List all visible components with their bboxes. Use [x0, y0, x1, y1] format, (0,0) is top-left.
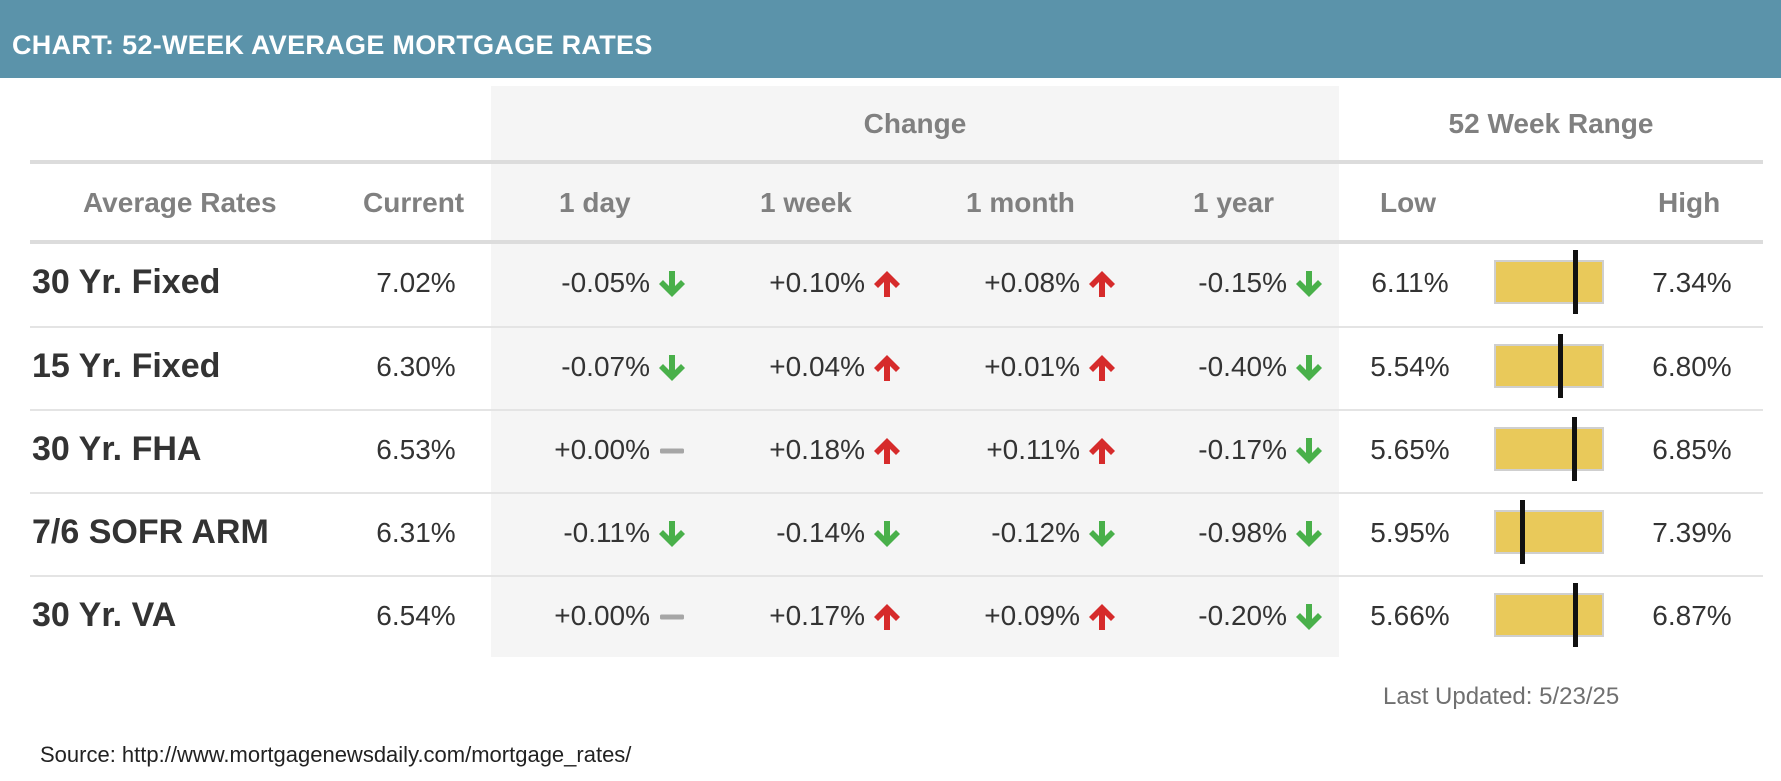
change-1-week-value: +0.10%	[769, 267, 865, 298]
range-low: 5.54%	[1370, 351, 1450, 382]
arrow-down-icon	[1294, 602, 1324, 632]
range-group-header: 52 Week Range	[1448, 108, 1654, 139]
arrow-up-icon	[872, 353, 902, 383]
column-header-high: High	[1658, 187, 1721, 218]
range-bar	[1494, 593, 1604, 637]
column-header-1-week: 1 week	[760, 187, 852, 218]
change-1-day-value: -0.07%	[561, 351, 650, 382]
change-1-month-value: -0.12%	[991, 517, 1080, 548]
change-column-background	[491, 86, 1339, 657]
change-1-week-value: +0.04%	[769, 351, 865, 382]
current-rate: 6.53%	[376, 434, 456, 465]
row-divider	[30, 326, 1763, 328]
row-name: 7/6 SOFR ARM	[32, 513, 269, 551]
arrow-up-icon	[872, 436, 902, 466]
column-header-current: Current	[363, 187, 465, 218]
row-divider	[30, 492, 1763, 494]
row-name: 30 Yr. Fixed	[32, 263, 221, 301]
change-1-month-value: +0.11%	[986, 434, 1080, 465]
range-high: 6.87%	[1652, 600, 1732, 631]
current-rate: 7.02%	[376, 267, 456, 298]
arrow-down-icon	[1294, 436, 1324, 466]
row-name: 30 Yr. VA	[32, 596, 177, 634]
range-low: 5.95%	[1370, 517, 1450, 548]
chart-title: CHART: 52-WEEK AVERAGE MORTGAGE RATES	[12, 30, 653, 60]
arrow-up-icon	[872, 269, 902, 299]
change-1-year-value: -0.98%	[1198, 517, 1287, 548]
range-high: 7.39%	[1652, 517, 1732, 548]
current-rate: 6.30%	[376, 351, 456, 382]
change-1-week-value: +0.17%	[769, 600, 865, 631]
arrow-down-icon	[1087, 519, 1117, 549]
header-divider-bottom	[30, 240, 1763, 244]
column-header-1-month: 1 month	[966, 187, 1075, 218]
row-divider	[30, 575, 1763, 577]
arrow-down-icon	[872, 519, 902, 549]
change-1-year-value: -0.17%	[1198, 434, 1287, 465]
range-high: 7.34%	[1652, 267, 1732, 298]
table-row: 30 Yr. FHA 6.53% +0.00% +0.18% +0.11% -0.17% 5…	[0, 409, 1781, 491]
dash-icon	[657, 436, 687, 466]
arrow-down-icon	[1294, 353, 1324, 383]
row-name: 30 Yr. FHA	[32, 430, 202, 468]
column-header-average-rates: Average Rates	[83, 187, 277, 218]
change-1-day-value: +0.00%	[554, 434, 650, 465]
row-divider	[30, 409, 1763, 411]
current-rate-marker	[1573, 250, 1578, 314]
range-bar	[1494, 510, 1604, 554]
table-row: 30 Yr. VA 6.54% +0.00% +0.17% +0.09% -0.20% 5.…	[0, 575, 1781, 657]
arrow-down-icon	[1294, 519, 1324, 549]
arrow-up-icon	[872, 602, 902, 632]
range-low: 5.65%	[1370, 434, 1450, 465]
range-low: 6.11%	[1371, 267, 1449, 298]
table-row: 15 Yr. Fixed 6.30% -0.07% +0.04% +0.01% -0.40…	[0, 326, 1781, 408]
column-header-low: Low	[1380, 187, 1436, 218]
current-rate-marker	[1572, 417, 1577, 481]
arrow-up-icon	[1087, 269, 1117, 299]
last-updated-text: Last Updated: 5/23/25	[1383, 683, 1620, 710]
change-1-year-value: -0.15%	[1198, 267, 1287, 298]
row-name: 15 Yr. Fixed	[32, 347, 221, 385]
arrow-up-icon	[1087, 353, 1117, 383]
range-low: 5.66%	[1370, 600, 1450, 631]
table-row: 7/6 SOFR ARM 6.31% -0.11% -0.14% -0.12% -0.98…	[0, 492, 1781, 574]
dash-icon	[657, 602, 687, 632]
arrow-down-icon	[657, 353, 687, 383]
column-header-1-day: 1 day	[559, 187, 631, 218]
range-bar	[1494, 427, 1604, 471]
range-high: 6.85%	[1652, 434, 1732, 465]
change-1-year-value: -0.40%	[1198, 351, 1287, 382]
table-row: 30 Yr. Fixed 7.02% -0.05% +0.10% +0.08% -0.15…	[0, 242, 1781, 324]
source-text: Source: http://www.mortgagenewsdaily.com…	[40, 742, 632, 767]
range-high: 6.80%	[1652, 351, 1732, 382]
arrow-down-icon	[657, 519, 687, 549]
change-1-month-value: +0.09%	[984, 600, 1080, 631]
arrow-down-icon	[1294, 269, 1324, 299]
arrow-down-icon	[657, 269, 687, 299]
arrow-up-icon	[1087, 602, 1117, 632]
header-divider-top	[30, 160, 1763, 164]
change-1-week-value: +0.18%	[769, 434, 865, 465]
current-rate: 6.31%	[376, 517, 456, 548]
current-rate-marker	[1558, 334, 1563, 398]
title-banner: CHART: 52-WEEK AVERAGE MORTGAGE RATES	[0, 0, 1781, 78]
range-bar	[1494, 344, 1604, 388]
change-1-month-value: +0.01%	[984, 351, 1080, 382]
arrow-up-icon	[1087, 436, 1117, 466]
change-1-month-value: +0.08%	[984, 267, 1080, 298]
current-rate-marker	[1520, 500, 1525, 564]
current-rate: 6.54%	[376, 600, 456, 631]
change-1-day-value: -0.11%	[563, 517, 650, 548]
current-rate-marker	[1573, 583, 1578, 647]
change-1-day-value: -0.05%	[561, 267, 650, 298]
column-header-1-year: 1 year	[1193, 187, 1274, 218]
change-group-header: Change	[863, 108, 967, 139]
change-1-week-value: -0.14%	[776, 517, 865, 548]
range-bar	[1494, 260, 1604, 304]
change-1-year-value: -0.20%	[1198, 600, 1287, 631]
change-1-day-value: +0.00%	[554, 600, 650, 631]
